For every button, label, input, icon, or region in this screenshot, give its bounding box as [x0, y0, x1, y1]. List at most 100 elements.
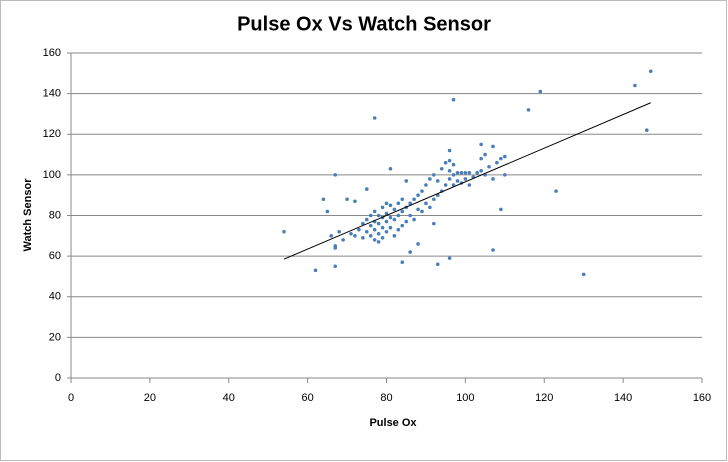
y-tick-label: 20 — [49, 331, 61, 343]
point — [451, 173, 456, 177]
point — [499, 156, 503, 161]
point — [400, 260, 405, 265]
point — [392, 207, 397, 212]
point — [368, 223, 373, 228]
point — [416, 193, 420, 197]
point — [420, 209, 424, 214]
point — [416, 207, 420, 212]
x-axis-title: Pulse Ox — [369, 417, 417, 429]
point — [376, 221, 381, 226]
point — [416, 242, 420, 246]
point — [483, 152, 487, 157]
point — [357, 227, 361, 232]
point — [435, 179, 440, 183]
point — [491, 248, 495, 252]
point — [633, 83, 637, 88]
point — [380, 205, 385, 210]
point — [479, 142, 483, 147]
point — [364, 217, 369, 222]
y-tick-label: 60 — [49, 250, 61, 262]
point — [380, 225, 385, 230]
point — [463, 177, 468, 181]
y-tick-label: 100 — [43, 169, 61, 181]
point — [644, 128, 649, 132]
x-tick-label: 20 — [144, 392, 156, 404]
point — [364, 229, 369, 234]
point — [368, 213, 373, 218]
point — [408, 213, 412, 218]
point — [396, 213, 401, 218]
point — [361, 236, 365, 240]
point — [455, 179, 460, 183]
x-tick-label: 0 — [68, 392, 74, 404]
point — [459, 171, 464, 175]
point — [475, 171, 480, 175]
point — [499, 207, 503, 212]
x-tick-label: 140 — [614, 392, 632, 404]
point — [388, 215, 393, 220]
point — [447, 256, 452, 260]
point — [581, 272, 586, 277]
point — [503, 154, 507, 159]
point — [384, 201, 389, 206]
point — [648, 69, 653, 74]
point — [424, 201, 428, 206]
point — [333, 246, 338, 250]
point — [329, 234, 334, 238]
point — [388, 166, 393, 171]
point — [451, 162, 456, 167]
point — [404, 179, 409, 183]
trendline — [283, 102, 651, 260]
point — [380, 236, 385, 240]
point — [451, 97, 456, 102]
point — [447, 177, 452, 181]
point — [321, 197, 326, 202]
point — [372, 238, 377, 242]
y-tick-label: 140 — [43, 88, 61, 100]
point — [400, 209, 405, 214]
point — [333, 173, 338, 177]
point — [447, 158, 452, 163]
x-tick-label: 80 — [380, 392, 392, 404]
point — [372, 116, 377, 120]
point — [435, 262, 440, 267]
point — [467, 171, 472, 175]
point — [479, 169, 483, 173]
point — [404, 219, 409, 224]
point — [447, 148, 452, 153]
point — [447, 169, 452, 173]
point — [443, 160, 448, 165]
point — [400, 197, 405, 202]
point — [345, 197, 349, 202]
point — [455, 171, 460, 175]
point — [503, 173, 507, 177]
x-tick-label: 100 — [456, 392, 474, 404]
point — [376, 213, 381, 218]
point — [495, 160, 499, 165]
point — [392, 234, 397, 238]
point — [432, 197, 436, 202]
point — [467, 183, 472, 187]
point — [432, 221, 436, 226]
point — [337, 229, 341, 234]
point — [384, 229, 389, 234]
point — [400, 223, 405, 228]
point — [554, 189, 558, 193]
y-tick-label: 120 — [43, 128, 61, 140]
point — [325, 209, 330, 214]
point — [384, 219, 389, 224]
y-tick-label: 0 — [55, 372, 61, 384]
point — [432, 173, 436, 177]
point — [412, 217, 416, 222]
point — [538, 89, 543, 94]
point — [424, 183, 428, 187]
point — [313, 268, 318, 273]
point — [491, 144, 495, 149]
point — [443, 183, 448, 187]
point — [333, 264, 338, 269]
point — [479, 156, 483, 161]
point — [428, 177, 432, 181]
x-tick-label: 120 — [535, 392, 553, 404]
